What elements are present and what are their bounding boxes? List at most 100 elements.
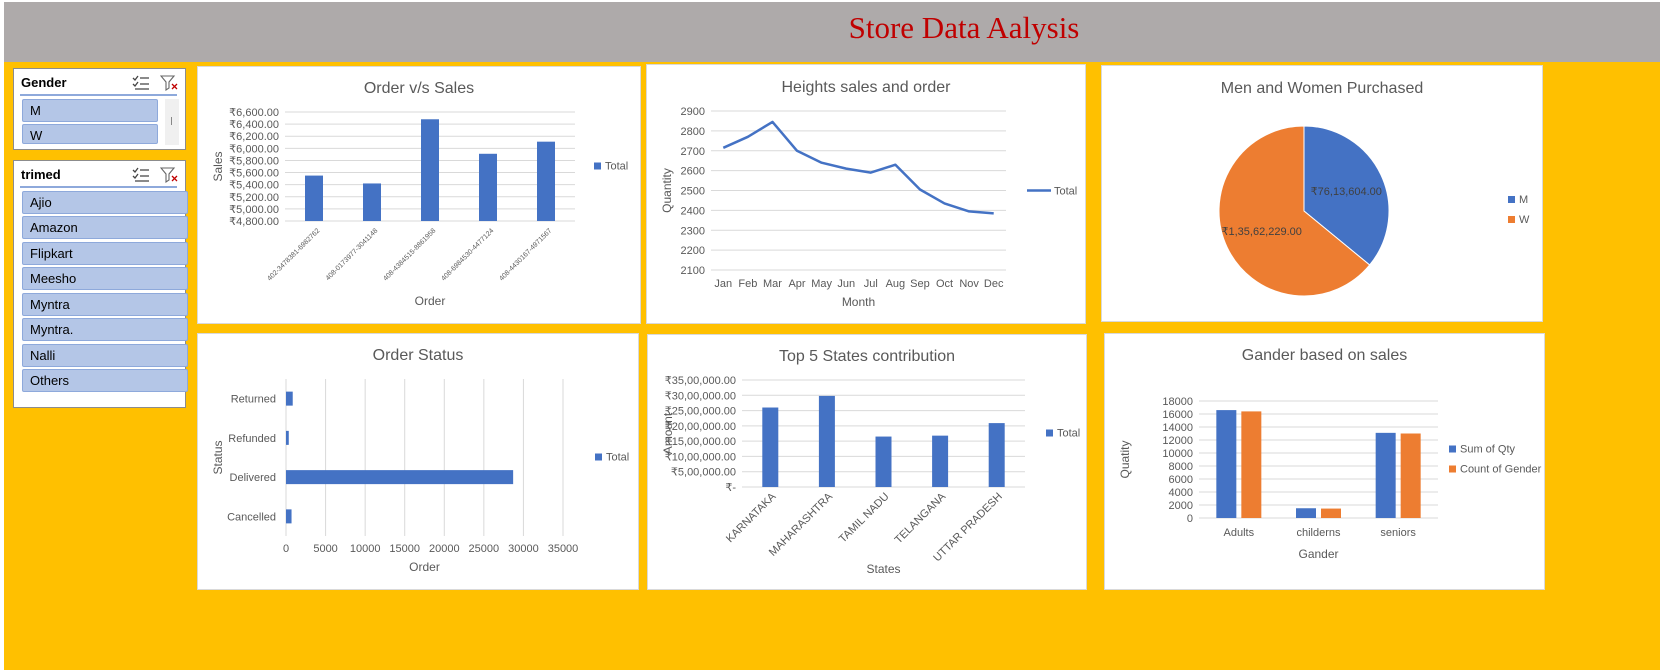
pie-slice <box>1218 125 1371 297</box>
y-tick-label: ₹6,600.00 <box>229 107 279 119</box>
slicer-item-myntra-dot[interactable]: Myntra. <box>22 318 188 341</box>
x-axis-title: Order <box>409 560 440 574</box>
y-tick-label: ₹10,00,000.00 <box>665 451 736 463</box>
x-tick-label: Mar <box>763 278 782 290</box>
bar <box>286 470 514 485</box>
bar <box>479 153 497 221</box>
slicer-item-others[interactable]: Others <box>22 369 188 392</box>
y-tick-label: 2700 <box>681 146 705 158</box>
gender-sales-chart[interactable]: Gander based on sales 0 2000 4000 6000 8000 10… <box>1104 333 1545 590</box>
bar <box>875 436 892 487</box>
pie-data-label: ₹76,13,604.00 <box>1311 186 1382 198</box>
top5-states-chart[interactable]: Top 5 States contribution ₹- ₹5,00,000.00 ₹… <box>647 334 1087 590</box>
bar <box>1400 433 1421 518</box>
y-tick-label: 6000 <box>1169 474 1193 486</box>
bar <box>305 175 323 221</box>
chart-title: Order v/s Sales <box>364 80 474 97</box>
slicer-item-ajio[interactable]: Ajio <box>22 191 188 214</box>
x-tick-label: 35000 <box>548 543 579 555</box>
y-tick-label: ₹5,400.00 <box>229 180 279 192</box>
bar <box>1216 410 1237 518</box>
y-axis-title: Amount <box>661 412 675 454</box>
bar <box>286 430 289 445</box>
slicer-scrollbar[interactable] <box>165 99 179 145</box>
slicer-header-line <box>20 186 177 188</box>
bar <box>421 119 439 221</box>
y-tick-label: Returned <box>231 394 276 406</box>
bar <box>762 407 779 487</box>
order-status-chart[interactable]: Order Status 0 5000 10000 15000 20000 25000 300… <box>197 333 639 590</box>
slicer-item-nalli[interactable]: Nalli <box>22 344 188 367</box>
y-tick-label: ₹35,00,000.00 <box>665 375 736 387</box>
y-tick-label: ₹6,000.00 <box>229 143 279 155</box>
slicer-item-amazon[interactable]: Amazon <box>22 216 188 239</box>
x-tick-label: Jul <box>864 278 878 290</box>
y-tick-label: Delivered <box>230 472 276 484</box>
legend-swatch <box>1508 216 1515 223</box>
x-tick-label: Sep <box>910 278 930 290</box>
clear-filter-icon[interactable] <box>159 75 178 96</box>
x-tick-label: Adults <box>1224 527 1255 539</box>
y-tick-label: ₹30,00,000.00 <box>665 390 736 402</box>
slicer-item-m[interactable]: M <box>22 99 158 122</box>
x-tick-label: 25000 <box>469 543 500 555</box>
x-tick-label: seniors <box>1380 527 1416 539</box>
y-tick-label: 2400 <box>681 205 705 217</box>
slicer-item-flipkart[interactable]: Flipkart <box>22 242 188 265</box>
bar <box>537 141 555 221</box>
legend-label: Sum of Qty <box>1460 444 1516 456</box>
legend-swatch <box>1508 196 1515 203</box>
y-tick-label: ₹4,800.00 <box>229 216 279 228</box>
heights-sales-chart[interactable]: Heights sales and order 2100 2200 2300 2400 2… <box>646 64 1086 324</box>
bar <box>1296 508 1316 518</box>
bar <box>1321 508 1341 518</box>
gender-slicer-title: Gender <box>21 75 67 90</box>
legend-label: Total <box>1054 186 1077 198</box>
x-axis-title: Order <box>415 294 446 308</box>
x-tick-label: 20000 <box>429 543 460 555</box>
bar <box>286 391 293 406</box>
x-tick-label: 402-3478381-6982762 <box>266 227 321 282</box>
x-tick-label: 0 <box>283 543 289 555</box>
trimed-slicer[interactable]: trimed Ajio Amazon Flipkart Meesho Myntr… <box>13 160 188 408</box>
men-women-chart[interactable]: Men and Women Purchased ₹76,13,604.00 ₹1,3… <box>1101 65 1543 322</box>
y-tick-label: 2100 <box>681 265 705 277</box>
legend-label: W <box>1519 214 1530 226</box>
x-tick-label: childerns <box>1296 527 1341 539</box>
x-tick-label: TAMIL NADU <box>837 491 892 546</box>
legend-label: Count of Gender <box>1460 464 1542 476</box>
legend-label: Total <box>606 452 629 464</box>
x-tick-label: 408-6984530-4477124 <box>440 227 495 282</box>
y-tick-label: 16000 <box>1162 409 1193 421</box>
gender-slicer[interactable]: Gender M W <box>13 68 186 150</box>
chart-title: Heights sales and order <box>782 79 952 96</box>
order-sales-chart[interactable]: Order v/s Sales ₹4,800.00 ₹5,000.00 ₹5,200.… <box>197 66 641 324</box>
y-tick-label: ₹5,800.00 <box>229 155 279 167</box>
y-tick-label: 2600 <box>681 166 705 178</box>
legend-swatch <box>1449 445 1456 453</box>
multi-select-icon[interactable] <box>132 167 150 188</box>
y-tick-label: 4000 <box>1169 487 1193 499</box>
trimed-slicer-title: trimed <box>21 167 61 182</box>
x-axis-title: Month <box>842 295 875 309</box>
multi-select-icon[interactable] <box>132 75 150 96</box>
y-tick-label: ₹6,200.00 <box>229 131 279 143</box>
x-tick-label: TELANGANA <box>893 490 949 546</box>
slicer-item-w[interactable]: W <box>22 124 158 144</box>
chart-title: Gander based on sales <box>1242 347 1407 364</box>
slicer-item-myntra[interactable]: Myntra <box>22 293 188 316</box>
x-tick-label: MAHARASHTRA <box>767 490 836 559</box>
legend-swatch <box>595 453 602 461</box>
y-tick-label: 2300 <box>681 225 705 237</box>
clear-filter-icon[interactable] <box>159 167 178 188</box>
slicer-header-line <box>20 94 177 96</box>
bar <box>932 435 949 487</box>
slicer-item-meesho[interactable]: Meesho <box>22 267 188 290</box>
x-tick-label: 408-4384515-8861958 <box>382 227 437 282</box>
x-tick-label: 30000 <box>508 543 539 555</box>
y-tick-label: ₹- <box>725 482 736 494</box>
y-axis-title: Sales <box>211 151 225 181</box>
x-tick-label: Jun <box>837 278 855 290</box>
legend-swatch <box>1449 465 1456 473</box>
y-tick-label: 2000 <box>1169 500 1193 512</box>
